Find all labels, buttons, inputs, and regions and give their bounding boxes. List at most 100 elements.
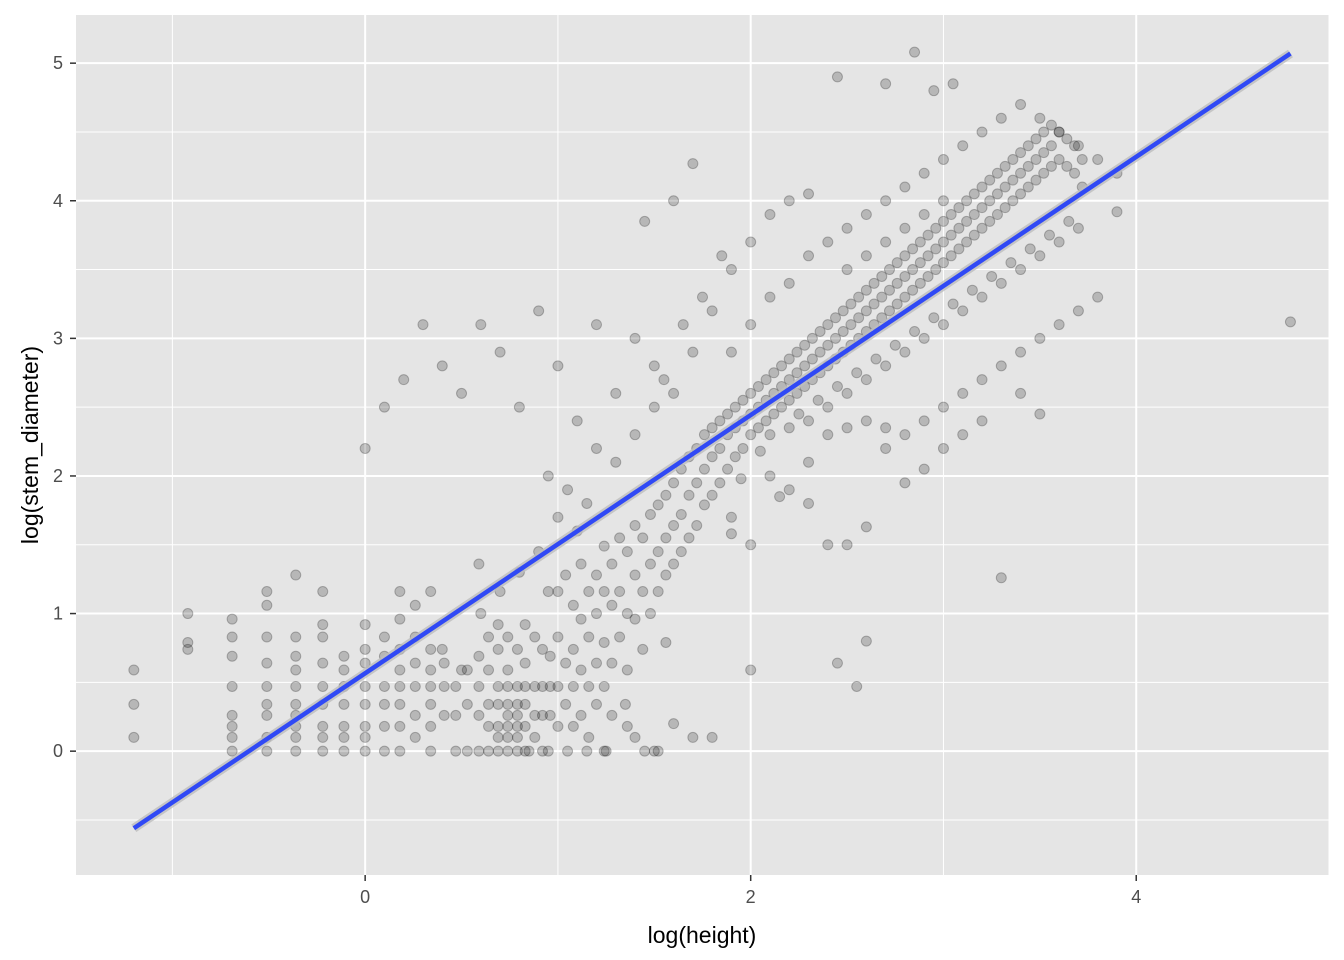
data-point: [450, 745, 462, 757]
data-point: [991, 167, 1003, 179]
data-point: [841, 422, 853, 434]
data-point: [317, 680, 329, 692]
data-point: [394, 698, 406, 710]
data-point: [492, 745, 504, 757]
data-point: [475, 319, 487, 331]
x-axis-ticks: 0 2 4: [360, 875, 1141, 907]
data-point: [502, 631, 514, 643]
data-point: [1015, 167, 1027, 179]
data-point: [502, 745, 514, 757]
data-point: [1030, 133, 1042, 145]
data-point: [745, 319, 757, 331]
data-point: [261, 631, 273, 643]
data-point: [502, 698, 514, 710]
data-point: [621, 608, 633, 620]
data-point: [831, 381, 843, 393]
data-point: [290, 698, 302, 710]
data-point: [456, 664, 468, 676]
data-point: [1015, 264, 1027, 276]
data-point: [483, 698, 495, 710]
data-point: [814, 346, 826, 358]
data-point: [1053, 126, 1065, 138]
data-point: [841, 222, 853, 234]
data-point: [687, 731, 699, 743]
data-point: [562, 484, 574, 496]
data-point: [1053, 236, 1065, 248]
data-point: [473, 558, 485, 570]
data-point: [880, 442, 892, 454]
data-point: [1024, 243, 1036, 255]
data-point: [394, 586, 406, 598]
data-point: [590, 608, 602, 620]
data-point: [513, 401, 525, 413]
data-point: [378, 680, 390, 692]
data-point: [290, 680, 302, 692]
data-point: [968, 188, 980, 200]
data-point: [1038, 126, 1050, 138]
data-point: [831, 657, 843, 669]
data-point: [830, 332, 842, 344]
data-point: [961, 215, 973, 227]
data-point: [697, 291, 708, 303]
data-point: [425, 586, 437, 598]
data-point: [914, 236, 926, 248]
data-point: [754, 445, 766, 457]
data-point: [1045, 119, 1057, 131]
data-point: [461, 745, 473, 757]
data-point: [937, 215, 949, 227]
data-point: [677, 319, 689, 331]
data-point: [880, 195, 892, 207]
data-point: [226, 731, 238, 743]
data-point: [552, 511, 564, 523]
data-point: [128, 664, 140, 676]
data-point: [560, 657, 572, 669]
data-point: [725, 346, 737, 358]
data-point: [660, 532, 672, 544]
data-point: [745, 429, 757, 441]
data-point: [1092, 153, 1104, 165]
data-point: [581, 497, 593, 509]
data-point: [226, 613, 238, 625]
data-point: [968, 209, 980, 221]
data-point: [511, 745, 523, 757]
data-point: [845, 319, 857, 331]
data-point: [1038, 147, 1050, 159]
data-point: [492, 680, 504, 692]
data-point: [986, 270, 998, 282]
data-point: [725, 511, 737, 523]
data-point: [317, 586, 329, 598]
data-point: [590, 569, 602, 581]
data-point: [860, 284, 872, 296]
data-point: [918, 209, 930, 221]
data-point: [976, 126, 988, 138]
data-point: [425, 720, 437, 732]
data-point: [999, 181, 1011, 193]
data-point: [764, 470, 776, 482]
data-point: [290, 631, 302, 643]
data-point: [475, 608, 487, 620]
regression-line-group: [131, 49, 1293, 832]
data-point: [492, 731, 504, 743]
data-point: [791, 346, 803, 358]
data-point: [668, 387, 680, 399]
data-point: [698, 463, 710, 475]
data-point: [492, 643, 504, 655]
data-point: [359, 680, 371, 692]
data-point: [473, 650, 485, 662]
data-point: [461, 698, 473, 710]
data-point: [644, 508, 656, 520]
data-point: [317, 731, 329, 743]
data-point: [409, 599, 421, 611]
data-point: [1015, 188, 1027, 200]
data-point: [606, 599, 618, 611]
data-point: [544, 680, 556, 692]
data-point: [803, 415, 815, 427]
data-point: [995, 360, 1007, 372]
data-point: [544, 650, 556, 662]
x-tick-label: 4: [1131, 887, 1141, 907]
data-point: [494, 346, 506, 358]
data-point: [1045, 160, 1057, 172]
data-point: [841, 539, 853, 551]
data-point: [883, 305, 895, 317]
data-point: [425, 698, 437, 710]
